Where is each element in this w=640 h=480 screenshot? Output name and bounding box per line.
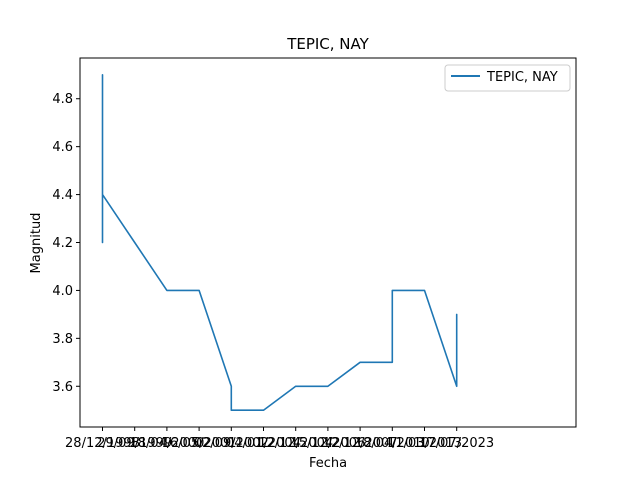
y-axis: 3.6 3.8 4.0 4.2 4.4 4.6 4.8: [52, 92, 80, 395]
y-tick-label: 4.8: [52, 92, 73, 107]
x-tick-label: 18/04/2000: [129, 436, 204, 451]
x-tick-label: 11/03/2013: [387, 436, 462, 451]
y-tick-label: 4.2: [52, 236, 73, 251]
legend-box: [444, 64, 571, 92]
x-tick-label: 29/09/1999: [97, 436, 172, 451]
chart-title: TEPIC, NAY: [286, 35, 369, 53]
plot-area: [80, 58, 576, 427]
x-tick-label: 04/01/2004: [226, 436, 301, 451]
x-tick-label: 12/12/2004: [258, 436, 333, 451]
x-tick-label: 17/07/2023: [419, 436, 494, 451]
x-tick-label: 28/12/1998: [65, 436, 140, 451]
x-tick-label: 16/05/2001: [162, 436, 237, 451]
x-axis-label: Fecha: [309, 456, 347, 471]
y-tick-label: 3.8: [52, 332, 73, 347]
plot-frame: [79, 57, 577, 428]
x-tick-label: 02/09/2002: [194, 436, 269, 451]
series-layer: [101, 73, 458, 412]
legend-label: TEPIC, NAY: [486, 70, 558, 85]
x-tick-label: 15/12/2006: [290, 436, 365, 451]
x-tick-label: 18/04/2010: [355, 436, 430, 451]
x-tick-label: 12/12/2007: [323, 436, 398, 451]
legend: TEPIC, NAY: [444, 64, 571, 92]
series-line: [101, 73, 458, 412]
y-axis-label: Magnitud: [29, 213, 44, 274]
x-axis: 28/12/199829/09/199918/04/200016/05/2001…: [65, 427, 494, 451]
y-tick-label: 4.4: [52, 188, 73, 203]
y-tick-label: 3.6: [52, 380, 73, 395]
y-tick-label: 4.0: [52, 284, 73, 299]
y-tick-label: 4.6: [52, 140, 73, 155]
